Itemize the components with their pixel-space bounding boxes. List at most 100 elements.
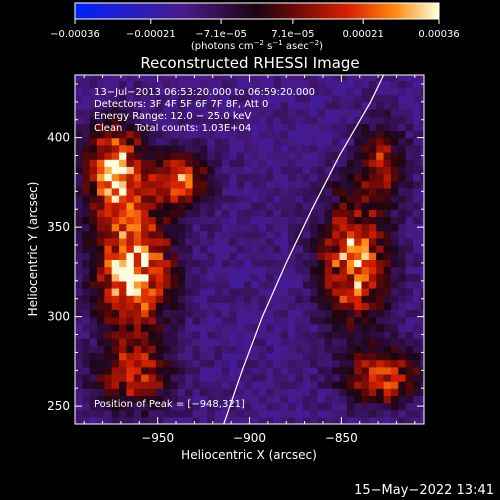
heatmap-cell [221, 359, 230, 368]
heatmap-cell [148, 316, 157, 325]
heatmap-cell [390, 173, 399, 182]
heatmap-cell [163, 330, 172, 339]
heatmap-cell [111, 130, 120, 139]
heatmap-cell [390, 101, 399, 110]
heatmap-cell [324, 159, 333, 167]
heatmap-cell [97, 87, 105, 96]
heatmap-cell [170, 94, 179, 103]
heatmap-cell [251, 137, 260, 146]
heatmap-cell [332, 288, 341, 296]
heatmap-cell [295, 187, 304, 196]
heatmap-cell [97, 245, 105, 253]
heatmap-cell [148, 395, 157, 404]
heatmap-cell [214, 345, 223, 354]
heatmap-cell [302, 159, 311, 167]
heatmap-cell [111, 266, 120, 275]
heatmap-cell [324, 338, 333, 346]
heatmap-cell [97, 109, 105, 117]
heatmap-cell [229, 123, 238, 132]
heatmap-cell [346, 223, 355, 232]
heatmap-cell [244, 75, 252, 81]
heatmap-cell [310, 259, 318, 268]
heatmap-cell [170, 194, 179, 203]
heatmap-cell [133, 237, 142, 246]
heatmap-cell [288, 280, 296, 289]
heatmap-cell [111, 366, 120, 375]
heatmap-cell [207, 266, 216, 275]
heatmap-cell [332, 359, 341, 368]
heatmap-cell [324, 316, 333, 325]
heatmap-cell [185, 359, 194, 368]
heatmap-cell [244, 288, 252, 296]
heatmap-cell [119, 75, 127, 81]
heatmap-cell [111, 316, 120, 325]
heatmap-cell [368, 216, 377, 225]
heatmap-cell [207, 280, 216, 289]
heatmap-cell [214, 402, 223, 411]
heatmap-cell [413, 80, 421, 89]
heatmap-cell [221, 202, 230, 210]
heatmap-cell [229, 94, 238, 103]
heatmap-cell [221, 101, 230, 110]
heatmap-cell [420, 288, 424, 296]
heatmap-cell [244, 116, 252, 124]
heatmap-cell [104, 345, 113, 354]
heatmap-cell [133, 280, 142, 289]
heatmap-cell [221, 273, 230, 282]
heatmap-cell [317, 273, 326, 282]
heatmap-cell [163, 280, 172, 289]
heatmap-cell [126, 230, 135, 239]
heatmap-cell [155, 101, 164, 110]
heatmap-cell [354, 159, 363, 167]
heatmap-cell [266, 352, 274, 361]
heatmap-cell [280, 180, 289, 189]
heatmap-cell [280, 116, 289, 124]
heatmap-cell [368, 280, 377, 289]
heatmap-cell [280, 395, 289, 404]
heatmap-cell [280, 352, 289, 361]
heatmap-cell [236, 302, 245, 311]
heatmap-cell [288, 388, 296, 396]
heatmap-cell [405, 366, 414, 375]
heatmap-cell [155, 316, 164, 325]
heatmap-cell [310, 75, 318, 81]
heatmap-cell [376, 152, 385, 160]
heatmap-cell [251, 345, 260, 354]
heatmap-cell [346, 94, 355, 103]
heatmap-cell [126, 266, 135, 275]
heatmap-cell [273, 302, 282, 311]
heatmap-cell [236, 75, 245, 81]
heatmap-cell [317, 87, 326, 96]
heatmap-cell [214, 209, 223, 217]
heatmap-cell [148, 302, 157, 311]
heatmap-cell [361, 388, 370, 396]
heatmap-cell [163, 245, 172, 253]
heatmap-cell [398, 144, 407, 153]
heatmap-cell [75, 216, 83, 225]
heatmap-cell [273, 416, 282, 424]
heatmap-cell [229, 159, 238, 167]
heatmap-cell [368, 316, 377, 325]
heatmap-cell [207, 202, 216, 210]
heatmap-cell [383, 180, 392, 189]
heatmap-cell [163, 216, 172, 225]
heatmap-cell [398, 87, 407, 96]
heatmap-cell [288, 266, 296, 275]
heatmap-cell [199, 173, 208, 182]
heatmap-cell [170, 416, 179, 424]
heatmap-cell [251, 338, 260, 346]
heatmap-cell [119, 230, 127, 239]
heatmap-cell [236, 144, 245, 153]
heatmap-cell [251, 280, 260, 289]
heatmap-cell [141, 216, 149, 225]
heatmap-cell [398, 366, 407, 375]
heatmap-cell [295, 288, 304, 296]
heatmap-cell [266, 381, 274, 389]
heatmap-cell [251, 309, 260, 318]
heatmap-cell [207, 137, 216, 146]
heatmap-cell [273, 144, 282, 153]
heatmap-cell [339, 266, 348, 275]
heatmap-cell [126, 388, 135, 396]
heatmap-cell [221, 87, 230, 96]
heatmap-cell [354, 381, 363, 389]
